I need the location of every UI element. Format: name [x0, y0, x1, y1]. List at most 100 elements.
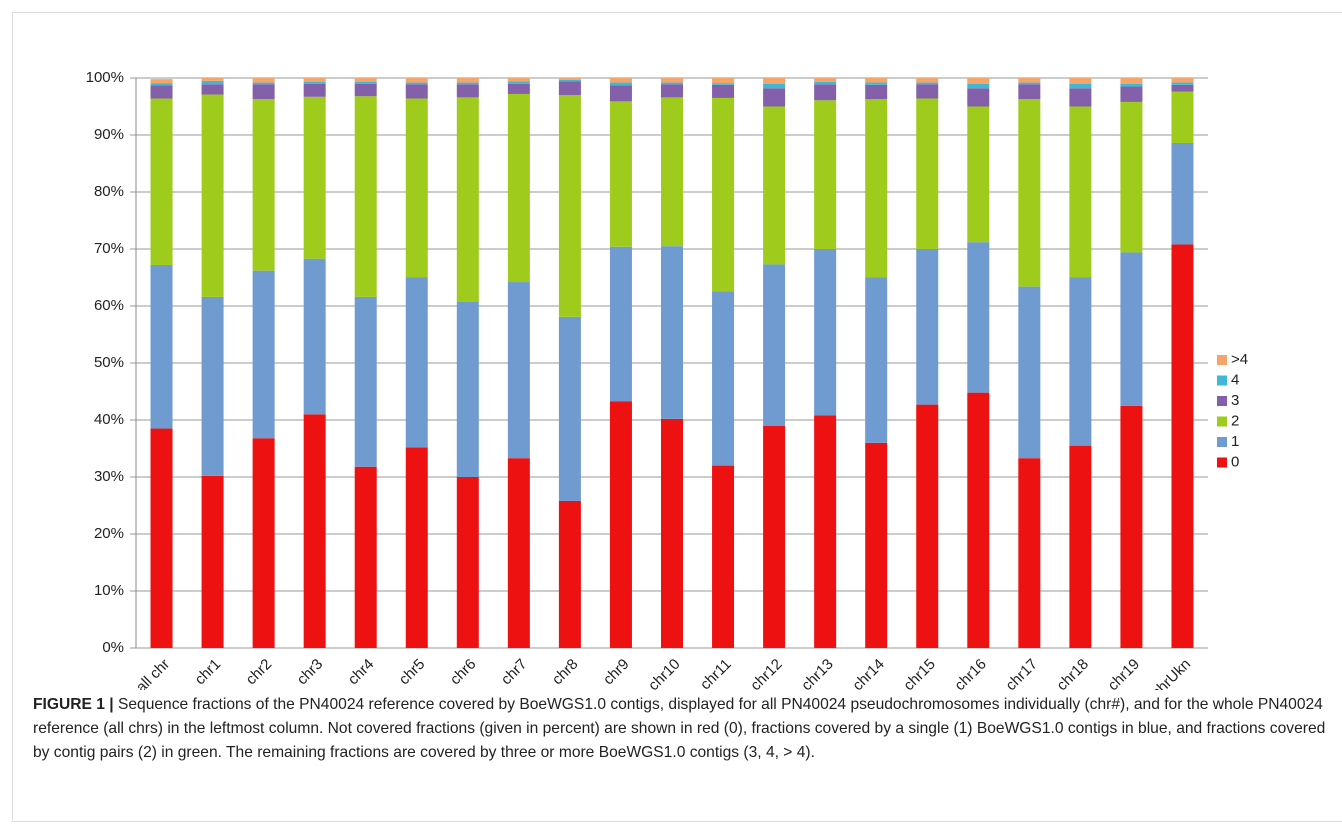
bar-segment — [1120, 405, 1143, 648]
bar-segment — [558, 500, 581, 648]
x-tick-label: chr1 — [192, 656, 225, 689]
x-tick-label: chr17 — [1002, 656, 1041, 690]
bar-segment — [916, 84, 939, 99]
bar-segment — [1069, 277, 1092, 446]
bar-segment — [405, 78, 428, 83]
legend-swatch — [1217, 396, 1227, 406]
legend-label: 2 — [1231, 412, 1239, 429]
bar-segment — [712, 84, 735, 98]
bar-segment — [763, 264, 786, 426]
bar-segment — [456, 97, 479, 303]
y-tick-label: 30% — [94, 468, 124, 485]
bar-segment — [201, 84, 224, 95]
bar-segment — [1120, 252, 1143, 406]
bar-segment — [252, 99, 275, 271]
bar-segment — [354, 466, 377, 648]
bar-segment — [712, 291, 735, 466]
bar-segment — [201, 78, 224, 81]
bar-segment — [456, 84, 479, 98]
bar-segment — [814, 415, 837, 648]
bar-segment — [967, 88, 990, 107]
x-tick-label: all chr — [133, 656, 173, 690]
bar-segment — [865, 442, 888, 648]
bar-segment — [661, 418, 683, 648]
bar-segment — [405, 98, 428, 278]
bar-segment — [661, 78, 683, 83]
caption-label: FIGURE 1 | — [33, 696, 114, 713]
bar-segment — [967, 392, 990, 648]
bar-segment — [1171, 84, 1194, 92]
x-tick-label: chr16 — [951, 656, 990, 690]
bar-segment — [763, 83, 786, 89]
bar-segment — [916, 82, 939, 85]
bar-segment — [201, 94, 224, 297]
bar-segment — [609, 85, 632, 102]
bar-segment — [507, 93, 530, 283]
bar-segment — [967, 242, 990, 393]
x-tick-label: chr8 — [549, 656, 582, 689]
bar-segment — [763, 425, 786, 648]
bar-segment — [865, 82, 888, 85]
bar-segment — [201, 296, 224, 476]
bar-segment — [609, 82, 632, 86]
bar-segment — [609, 101, 632, 247]
bar-segment — [150, 83, 173, 86]
bar-segment — [712, 78, 735, 84]
bar-segment — [456, 78, 479, 83]
bar-segment — [916, 249, 939, 405]
bar-segment — [916, 404, 939, 648]
legend-swatch — [1217, 416, 1227, 427]
bar-segment — [609, 401, 632, 648]
legend-swatch — [1217, 437, 1227, 447]
x-tick-label: chr5 — [396, 656, 429, 689]
bar-segment — [456, 302, 479, 477]
bar-segment — [558, 78, 581, 80]
bar-segment — [252, 82, 275, 85]
bar-segment — [252, 84, 275, 100]
bar-segment — [1018, 82, 1041, 85]
bar-segment — [814, 81, 837, 85]
bar-segment — [456, 82, 479, 85]
bar-segment — [814, 100, 837, 249]
bar-segment — [558, 95, 581, 317]
bar-segment — [1018, 458, 1041, 648]
bar-segment — [1018, 78, 1041, 83]
bar-segment — [1120, 86, 1143, 102]
bar-segment — [865, 99, 888, 278]
x-tick-label: chr12 — [747, 656, 786, 690]
bar-segment — [1069, 88, 1092, 107]
figure-frame — [12, 12, 1342, 822]
bar-segment — [354, 81, 377, 84]
bar-segment — [1171, 91, 1194, 143]
bar-segment — [303, 414, 326, 648]
bar-segment — [967, 78, 990, 84]
bar-segment — [507, 78, 530, 82]
bar-segment — [507, 83, 530, 94]
bar-segment — [354, 78, 377, 82]
bar-segment — [1120, 83, 1143, 87]
bar-segment — [456, 477, 479, 648]
bar-segment — [150, 79, 173, 84]
caption: FIGURE 1 | Sequence fractions of the PN4… — [33, 693, 1338, 765]
y-tick-label: 20% — [94, 525, 124, 542]
x-tick-label: chr13 — [798, 656, 837, 690]
bar-segment — [150, 85, 173, 99]
bar-segment — [150, 264, 173, 429]
bar-segment — [916, 78, 939, 83]
bar-segment — [1171, 142, 1194, 245]
legend-label: 3 — [1231, 392, 1239, 409]
x-tick-label: chr15 — [900, 656, 939, 690]
y-tick-label: 70% — [94, 240, 124, 257]
bar-segment — [303, 258, 326, 415]
bar-segment — [405, 447, 428, 648]
bar-segment — [814, 249, 837, 416]
bar-segment — [1069, 445, 1092, 648]
bar-segment — [763, 78, 786, 84]
bar-segment — [865, 78, 888, 83]
bar-segment — [1120, 78, 1143, 84]
x-tick-label: chr9 — [600, 656, 633, 689]
legend-label: >4 — [1231, 351, 1248, 368]
bar-segment — [609, 246, 632, 402]
caption-text: Sequence fractions of the PN40024 refere… — [33, 696, 1326, 761]
bar-segment — [609, 78, 632, 83]
